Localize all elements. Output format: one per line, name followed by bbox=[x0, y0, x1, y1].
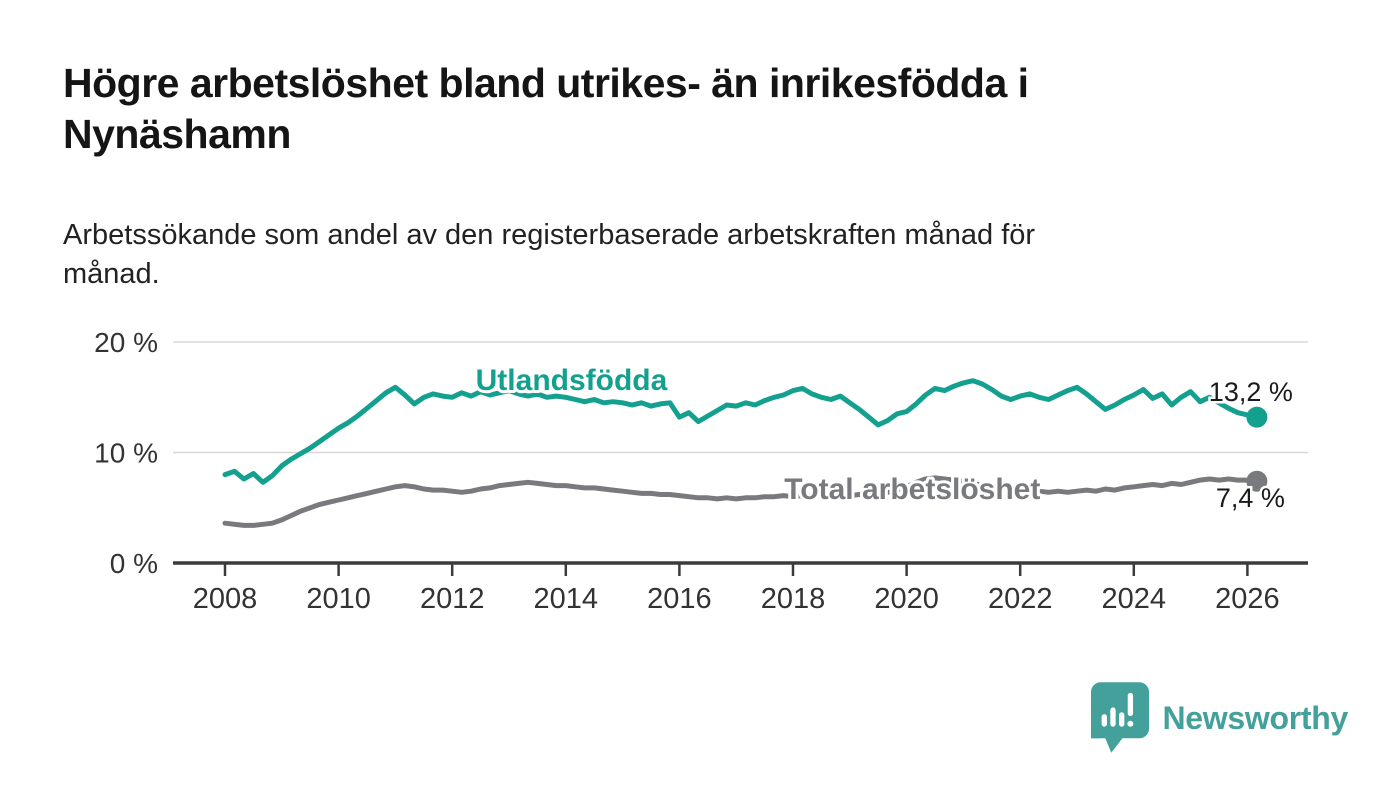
y-axis-label: 20 % bbox=[94, 327, 158, 358]
logo-bar-1 bbox=[1101, 714, 1107, 727]
logo-bar-2 bbox=[1109, 707, 1116, 727]
newsworthy-logo: Newsworthy bbox=[1090, 682, 1349, 754]
x-axis-label: 2018 bbox=[761, 583, 826, 615]
series-endpoint-dot bbox=[1246, 470, 1268, 492]
end-value-label: 13,2 % bbox=[1209, 377, 1293, 407]
logo-bubble-tail bbox=[1104, 736, 1124, 753]
x-axis-label: 2014 bbox=[534, 583, 599, 615]
newsworthy-logo-icon bbox=[1090, 682, 1149, 753]
logo-bar-3 bbox=[1118, 712, 1124, 727]
series-line-total-arbetsloshet bbox=[222, 475, 1260, 528]
logo-exclamation-bar bbox=[1127, 692, 1133, 717]
chart-subtitle: Arbetssökande som andel av den registerb… bbox=[63, 219, 1036, 290]
series-label: Total arbetslöshet bbox=[784, 473, 1040, 506]
x-axis-label: 2026 bbox=[1215, 583, 1280, 615]
x-axis-label: 2012 bbox=[420, 583, 485, 615]
x-axis-label: 2008 bbox=[193, 583, 258, 615]
x-axis-label: 2022 bbox=[988, 583, 1053, 615]
logo-exclamation-dot bbox=[1126, 720, 1133, 727]
y-axis-label: 0 % bbox=[110, 548, 158, 579]
end-value-label: 7,4 % bbox=[1216, 483, 1285, 513]
series-endpoint-dot bbox=[1246, 406, 1268, 428]
x-axis-label: 2024 bbox=[1102, 583, 1167, 615]
chart-title: Högre arbetslöshet bland utrikes- än inr… bbox=[63, 60, 1029, 158]
x-axis-label: 2020 bbox=[874, 583, 939, 615]
newsworthy-logo-text: Newsworthy bbox=[1162, 699, 1349, 736]
series-label: Utlandsfödda bbox=[476, 364, 668, 397]
x-axis-label: 2016 bbox=[647, 583, 712, 615]
y-axis-label: 10 % bbox=[94, 438, 158, 469]
series-line-utlandsfodda bbox=[222, 378, 1260, 485]
logo-bubble-corner bbox=[1090, 728, 1101, 739]
x-axis-label: 2010 bbox=[306, 583, 371, 615]
